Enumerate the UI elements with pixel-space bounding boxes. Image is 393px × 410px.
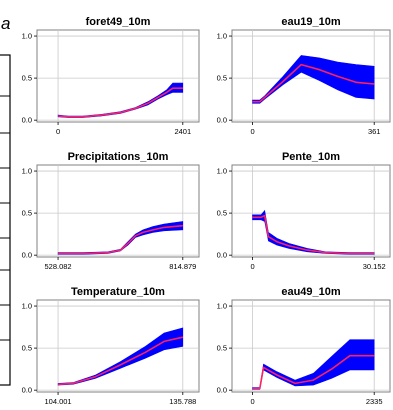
y-tick-label: 1.0 (22, 32, 32, 41)
x-tick-label: 528.082 (44, 262, 71, 271)
chart-title: foret49_10m (86, 16, 151, 28)
chart-panel: foret49_10m 0.0 0.5 1.0 0 2401 (22, 16, 200, 136)
x-tick-label: 361 (368, 127, 381, 136)
x-tick-label: 30.152 (363, 262, 386, 271)
y-tick-label: 0.0 (217, 116, 227, 125)
chart-panel: eau19_10m 0.0 0.5 1.0 0 361 (217, 16, 391, 136)
y-tick-label: 0.5 (22, 209, 32, 218)
chart-title: Temperature_10m (71, 286, 165, 298)
chart-title: eau19_10m (281, 16, 341, 28)
y-tick-label: 1.0 (22, 167, 32, 176)
left-table-border (0, 54, 11, 386)
y-tick-label: 0.0 (22, 251, 32, 260)
mean-response-line (58, 87, 183, 118)
mean-response-line (252, 214, 375, 255)
chart-panels: foret49_10m 0.0 0.5 1.0 0 2401 eau19_10m 0.0 0.5… (22, 16, 391, 406)
x-tick-label: 0 (56, 127, 60, 136)
y-tick-label: 0.5 (217, 74, 227, 83)
y-tick-label: 0.5 (22, 344, 32, 353)
chart-title: eau49_10m (281, 286, 341, 298)
chart-panel: Precipitations_10m 0.0 0.5 1.0 528.082 814.87… (22, 151, 200, 271)
mean-response-line (58, 336, 183, 386)
x-tick-label: 0 (250, 127, 254, 136)
left-table-frame (0, 54, 11, 386)
confidence-band (57, 82, 184, 118)
y-tick-label: 0.5 (217, 209, 227, 218)
y-tick-label: 0.5 (22, 74, 32, 83)
mean-response-line (252, 63, 375, 103)
chart-title: Pente_10m (282, 151, 340, 163)
y-tick-label: 1.0 (217, 32, 227, 41)
chart-title: Precipitations_10m (68, 151, 169, 163)
x-tick-label: 135.788 (169, 397, 196, 406)
x-tick-label: 104.001 (44, 397, 71, 406)
mean-response-line (58, 224, 183, 255)
y-tick-label: 1.0 (217, 302, 227, 311)
chart-panel: eau49_10m 0.0 0.5 1.0 0 2335 (217, 286, 391, 406)
y-tick-label: 0.5 (217, 344, 227, 353)
x-tick-label: 814.879 (169, 262, 196, 271)
x-tick-label: 0 (250, 262, 254, 271)
plot-frame (36, 29, 200, 123)
confidence-band (57, 327, 184, 386)
chart-panel: Pente_10m 0.0 0.5 1.0 0 30.152 (217, 151, 391, 271)
x-tick-label: 2335 (366, 397, 383, 406)
y-tick-label: 0.0 (217, 386, 227, 395)
x-tick-label: 2401 (174, 127, 191, 136)
y-tick-label: 1.0 (22, 302, 32, 311)
y-tick-label: 0.0 (217, 251, 227, 260)
plot-frame (36, 164, 200, 258)
plot-frame (231, 164, 391, 258)
confidence-band (252, 55, 375, 104)
mean-response-line (252, 354, 375, 390)
panel-label: a (1, 14, 10, 33)
y-tick-label: 0.0 (22, 116, 32, 125)
chart-panel: Temperature_10m 0.0 0.5 1.0 104.001 135.788 (22, 286, 200, 406)
y-tick-label: 1.0 (217, 167, 227, 176)
y-tick-label: 0.0 (22, 386, 32, 395)
x-tick-label: 0 (250, 397, 254, 406)
